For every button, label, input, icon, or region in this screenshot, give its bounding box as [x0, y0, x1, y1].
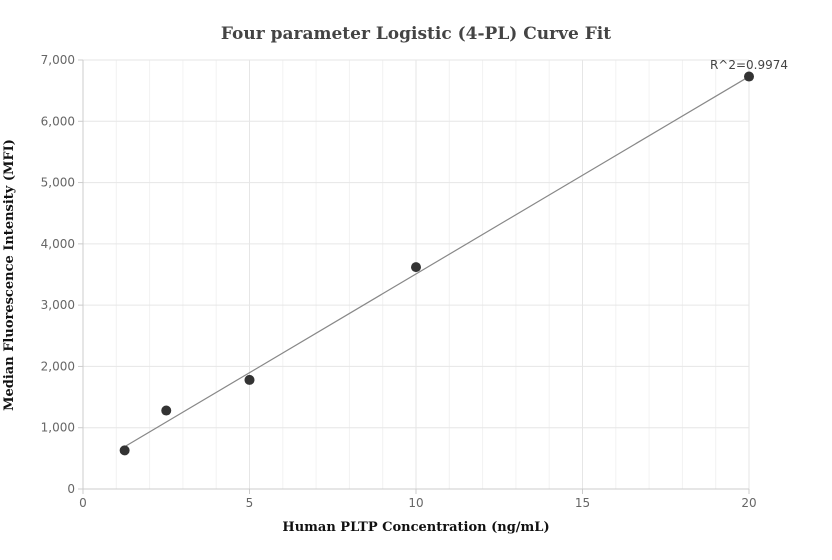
- data-point[interactable]: [119, 445, 130, 456]
- x-tick-label: 20: [741, 496, 756, 510]
- x-ticks: 0 5 10 15 20: [79, 489, 757, 510]
- data-point[interactable]: [161, 405, 172, 416]
- y-tick-label: 7,000: [41, 53, 75, 67]
- data-point[interactable]: [244, 374, 255, 385]
- x-tick-label: 5: [246, 496, 254, 510]
- x-tick-label: 15: [575, 496, 590, 510]
- x-axis-label: Human PLTP Concentration (ng/mL): [282, 520, 549, 535]
- chart-title: Four parameter Logistic (4-PL) Curve Fit: [221, 24, 611, 44]
- y-tick-label: 0: [67, 482, 75, 496]
- fit-line: [124, 76, 750, 448]
- y-tick-label: 3,000: [41, 298, 75, 312]
- x-tick-label: 0: [79, 496, 87, 510]
- r-squared-annotation: R^2=0.9974: [710, 58, 788, 72]
- y-tick-label: 2,000: [41, 359, 75, 373]
- y-axis-label: Median Fluorescence Intensity (MFI): [2, 139, 17, 411]
- y-tick-label: 1,000: [41, 421, 75, 435]
- data-point[interactable]: [411, 262, 421, 273]
- y-tick-label: 6,000: [41, 114, 75, 128]
- data-points: [119, 71, 754, 456]
- x-tick-label: 10: [408, 496, 423, 510]
- data-point[interactable]: [744, 71, 754, 82]
- y-tick-label: 4,000: [41, 237, 75, 251]
- y-tick-label: 5,000: [41, 176, 75, 190]
- y-ticks: 0 1,000 2,000 3,000 4,000 5,000 6,000 7,000: [41, 53, 83, 496]
